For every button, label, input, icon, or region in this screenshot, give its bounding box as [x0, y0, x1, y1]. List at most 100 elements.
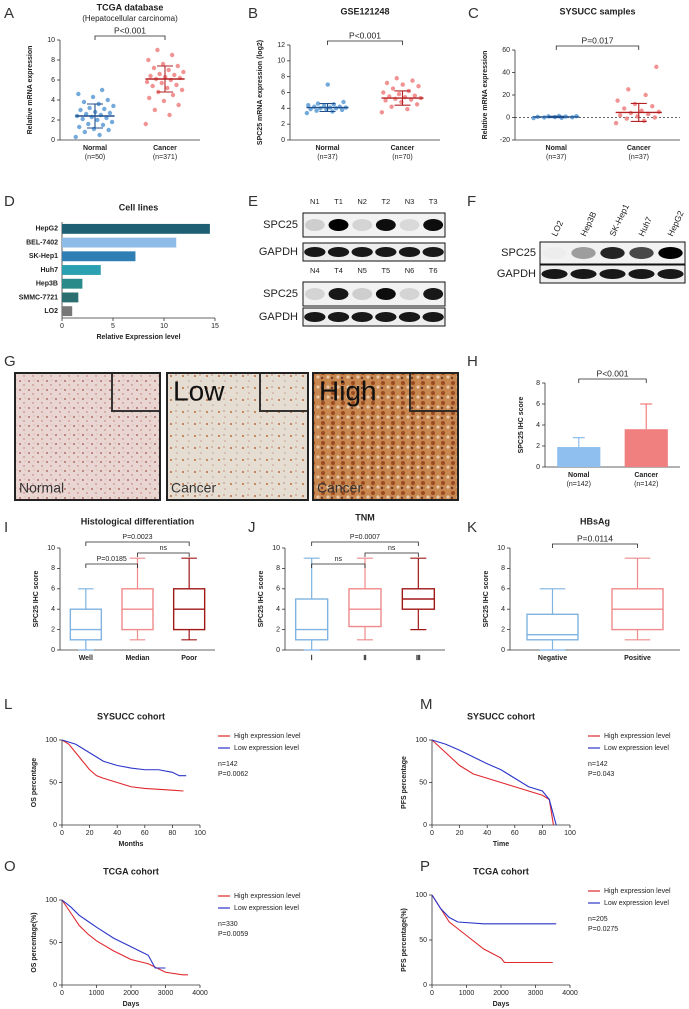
- blot-band: [657, 269, 684, 279]
- blot-band: [422, 247, 444, 257]
- lane-label: HepG2: [665, 209, 686, 238]
- image-caption: Normal: [19, 480, 64, 496]
- y-tick-label: 0: [53, 982, 57, 989]
- comparison-label: P=0.0007: [350, 534, 380, 541]
- blot-band: [398, 312, 421, 322]
- data-point: [99, 87, 105, 93]
- comparison-label: P=0.0023: [122, 534, 152, 541]
- data-point: [337, 104, 342, 109]
- blot-strip: [302, 281, 446, 307]
- tissue-inset: [409, 372, 459, 412]
- blot-band: [327, 312, 350, 322]
- data-point: [160, 61, 166, 67]
- blot-band: [541, 269, 568, 279]
- y-tick-label: 6: [51, 586, 55, 593]
- y-tick-label: 12: [277, 42, 285, 49]
- sd-bar: [394, 90, 411, 106]
- data-point: [152, 107, 158, 113]
- category-label: Cancer: [391, 145, 415, 152]
- lane-label: N6: [405, 266, 415, 275]
- blot-band: [629, 247, 654, 259]
- data-point: [393, 96, 398, 102]
- data-point: [416, 83, 421, 89]
- lane-label: T1: [334, 197, 343, 206]
- data-point: [86, 121, 91, 127]
- data-point: [102, 106, 107, 112]
- data-point: [95, 117, 100, 123]
- y-tick-label: 8: [536, 380, 540, 387]
- blot-band: [352, 288, 373, 300]
- category-label: Positive: [624, 655, 651, 662]
- bar: [62, 237, 177, 248]
- category-label: Huh7: [41, 267, 59, 274]
- y-tick-label: 10: [277, 58, 285, 65]
- category-label: BEL-7402: [26, 239, 58, 246]
- category-note: (n=50): [85, 154, 105, 161]
- x-tick-label: 0: [60, 323, 64, 330]
- data-point: [641, 118, 647, 124]
- data-point: [179, 87, 185, 93]
- data-point: [157, 71, 162, 77]
- comparison-label: ns: [388, 545, 396, 552]
- y-tick-label: 0: [501, 647, 505, 654]
- y-axis-label: Relative mRNA expression: [482, 51, 489, 140]
- y-axis-label: SPC25 IHC score: [518, 396, 525, 453]
- y-tick-label: 8: [281, 74, 285, 81]
- y-tick-label: 2: [536, 443, 540, 450]
- legend-label: High expression level: [234, 733, 301, 740]
- blot-band: [327, 247, 350, 257]
- category-label: HepG2: [35, 226, 58, 233]
- blot-band: [328, 288, 349, 300]
- data-point: [339, 107, 345, 113]
- y-axis-label: SPC25 mRNA expression (log2): [257, 40, 264, 145]
- annotation: n=330: [218, 921, 238, 928]
- blot-band: [423, 288, 444, 300]
- lane-label: Huh7: [636, 215, 654, 238]
- y-tick-label: 10: [272, 545, 280, 552]
- y-tick-label: 0: [51, 647, 55, 654]
- y-axis-label: OS percentage: [31, 758, 38, 808]
- y-tick-label: 10: [47, 37, 55, 44]
- bar: [62, 306, 73, 317]
- bar: [557, 447, 601, 467]
- row-label: SPC25: [501, 247, 536, 259]
- x-tick-label: 0: [430, 990, 434, 997]
- data-point: [613, 120, 619, 126]
- panel-letter: E: [248, 193, 258, 210]
- blot-band: [351, 247, 373, 257]
- category-note: (n=371): [153, 154, 177, 161]
- data-point: [314, 108, 319, 113]
- y-tick-label: 6: [276, 586, 280, 593]
- lane-label: T3: [429, 197, 438, 206]
- data-point: [650, 104, 655, 109]
- comparison-label: ns: [335, 556, 343, 563]
- y-tick-label: 50: [49, 939, 57, 946]
- blot-band: [628, 269, 655, 279]
- blot-band: [375, 312, 397, 322]
- comparison-bracket: [364, 552, 419, 557]
- data-point: [172, 72, 177, 78]
- data-point: [396, 91, 402, 97]
- data-point: [80, 116, 85, 122]
- x-axis-label: Days: [493, 1001, 510, 1008]
- blot-band: [304, 219, 325, 231]
- y-tick-label: 0: [53, 822, 57, 829]
- category-label: Nomal: [546, 145, 567, 152]
- category-label: Normal: [315, 145, 339, 152]
- panel-letter: B: [248, 5, 258, 22]
- row-label: GAPDH: [497, 268, 536, 280]
- x-tick-label: 20: [456, 830, 464, 837]
- category-note: (n=37): [546, 154, 566, 161]
- error-bar: [572, 437, 585, 448]
- x-tick-label: 1000: [459, 990, 475, 997]
- blot-band: [571, 247, 596, 259]
- blot-band: [351, 312, 373, 322]
- data-point: [383, 98, 388, 103]
- y-tick-label: 50: [419, 779, 427, 786]
- legend-label: Low expression level: [234, 745, 299, 752]
- data-point: [150, 83, 155, 89]
- data-point: [410, 78, 415, 83]
- row-label: SPC25: [263, 288, 298, 300]
- x-tick-label: 15: [211, 323, 219, 330]
- blot-band: [375, 288, 396, 300]
